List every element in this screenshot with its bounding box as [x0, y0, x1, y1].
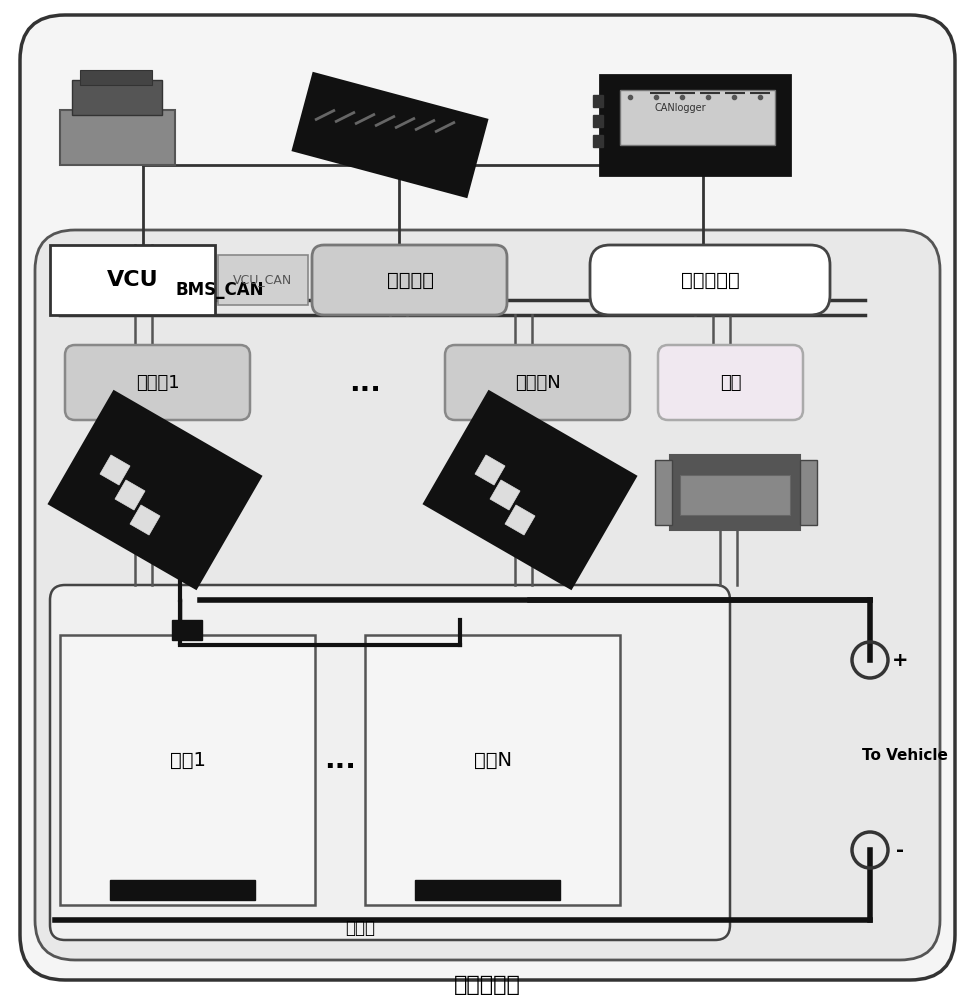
- Polygon shape: [100, 455, 130, 485]
- Bar: [50, 245, 215, 315]
- FancyBboxPatch shape: [50, 585, 730, 940]
- Bar: [415, 880, 560, 900]
- Text: 电表: 电表: [720, 374, 742, 392]
- Text: ...: ...: [349, 369, 381, 397]
- Bar: [80, 70, 152, 85]
- Bar: [600, 75, 790, 175]
- FancyBboxPatch shape: [65, 345, 250, 420]
- Polygon shape: [424, 391, 636, 589]
- Text: +: +: [891, 650, 908, 670]
- Bar: [593, 115, 603, 127]
- Text: 子控制N: 子控制N: [516, 374, 561, 392]
- Text: 数据记录仪: 数据记录仪: [681, 270, 739, 290]
- Text: 模块N: 模块N: [474, 750, 512, 770]
- Text: 电池组: 电池组: [345, 919, 375, 937]
- Text: CANlogger: CANlogger: [654, 103, 706, 113]
- Bar: [72, 80, 162, 115]
- Bar: [670, 455, 800, 530]
- Bar: [593, 135, 603, 147]
- FancyBboxPatch shape: [658, 345, 803, 420]
- Text: -: -: [896, 840, 904, 859]
- Text: VCU_CAN: VCU_CAN: [233, 273, 292, 286]
- Bar: [655, 460, 672, 525]
- FancyBboxPatch shape: [590, 245, 830, 315]
- Polygon shape: [115, 480, 145, 510]
- FancyBboxPatch shape: [20, 15, 955, 980]
- Text: 子控制1: 子控制1: [136, 374, 180, 392]
- Polygon shape: [475, 455, 505, 485]
- Bar: [60, 635, 315, 905]
- Polygon shape: [505, 505, 535, 535]
- Text: ...: ...: [324, 746, 356, 774]
- Bar: [620, 90, 775, 145]
- FancyBboxPatch shape: [312, 245, 507, 315]
- Text: 模块1: 模块1: [170, 750, 206, 770]
- Polygon shape: [130, 505, 160, 535]
- Bar: [218, 255, 308, 305]
- Bar: [593, 95, 603, 107]
- Text: 主控制器: 主控制器: [386, 270, 433, 290]
- Bar: [800, 460, 817, 525]
- Bar: [365, 635, 620, 905]
- Text: BMS_CAN: BMS_CAN: [175, 281, 263, 299]
- Bar: [60, 110, 175, 165]
- Text: To Vehicle: To Vehicle: [862, 748, 948, 762]
- FancyBboxPatch shape: [445, 345, 630, 420]
- Polygon shape: [292, 73, 487, 197]
- Polygon shape: [490, 480, 520, 510]
- Bar: [110, 880, 255, 900]
- Polygon shape: [49, 391, 261, 589]
- Bar: [172, 620, 202, 640]
- Text: 电池组系统: 电池组系统: [453, 975, 520, 995]
- Bar: [680, 475, 790, 515]
- FancyBboxPatch shape: [35, 230, 940, 960]
- Text: VCU: VCU: [107, 270, 159, 290]
